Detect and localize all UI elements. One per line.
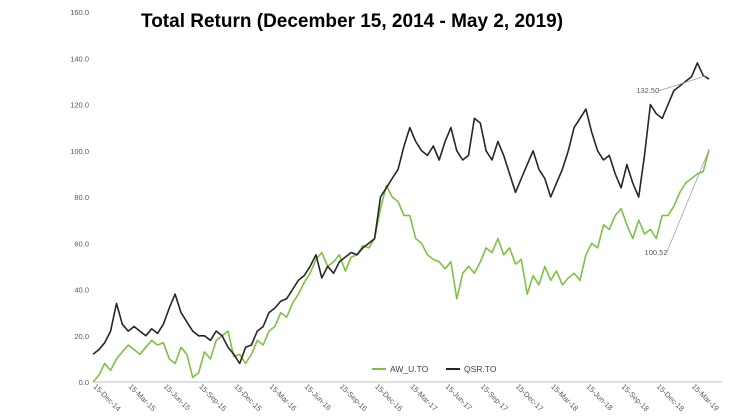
legend-label: QSR.TO	[464, 364, 497, 374]
annotations: 132.50 100.52	[636, 75, 710, 257]
annotation-leader-line	[666, 149, 710, 253]
y-tick-label: 60.0	[74, 239, 89, 248]
y-tick-label: 20.0	[74, 332, 89, 341]
y-tick-label: 160.0	[70, 8, 89, 17]
series-lines	[92, 62, 710, 383]
annotation-label: 100.52	[645, 248, 668, 257]
annotation-leader-line	[658, 75, 707, 92]
y-tick-label: 40.0	[74, 286, 89, 295]
legend: AW_U.TO QSR.TO	[372, 364, 497, 374]
annotation-label: 132.50	[636, 86, 659, 95]
chart-title: Total Return (December 15, 2014 - May 2,…	[141, 11, 563, 32]
y-axis-labels: 0.0 20.0 40.0 60.0 80.0 100.0 120.0 140.0 160.0	[70, 8, 89, 387]
legend-label: AW_U.TO	[390, 364, 429, 374]
y-tick-label: 80.0	[74, 193, 89, 202]
series-line-qsr-to	[92, 62, 710, 365]
y-tick-label: 100.0	[70, 147, 89, 156]
y-tick-label: 0.0	[79, 378, 89, 387]
y-tick-label: 140.0	[70, 54, 89, 63]
y-tick-label: 120.0	[70, 101, 89, 110]
series-line-aw-u-to	[92, 149, 710, 383]
